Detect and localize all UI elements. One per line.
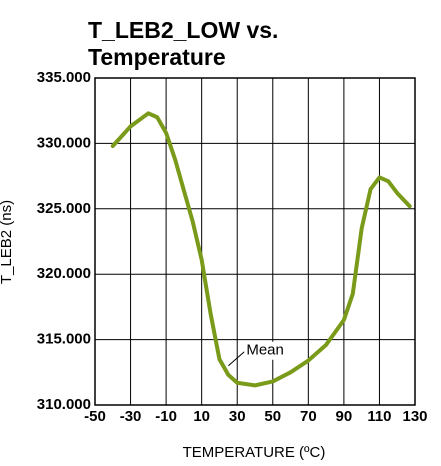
x-tick-label: 130 xyxy=(402,408,427,425)
x-tick-label: -50 xyxy=(84,408,106,425)
x-tick-label: -30 xyxy=(120,408,142,425)
chart-title: Temperature xyxy=(88,44,226,70)
annotation-leader xyxy=(228,351,245,367)
data-line xyxy=(110,111,412,388)
x-tick-label: 110 xyxy=(367,408,391,425)
x-tick-label: 90 xyxy=(336,408,353,425)
x-tick-label: -10 xyxy=(155,408,177,425)
y-tick-label: 330.000 xyxy=(37,134,91,151)
annotation: Mean xyxy=(246,342,284,359)
y-tick-label: 335.000 xyxy=(37,69,91,86)
x-tick-label: 50 xyxy=(264,408,281,425)
y-tick-label: 315.000 xyxy=(37,331,91,348)
y-tick-label: 310.000 xyxy=(37,396,91,413)
y-tick-label: 325.000 xyxy=(37,200,91,217)
annotation-bg xyxy=(244,341,287,360)
chart-title: T_LEB2_LOW vs. xyxy=(88,17,278,43)
x-tick-label: 10 xyxy=(193,408,210,425)
y-tick-label: 320.000 xyxy=(37,265,91,282)
x-axis-label: TEMPERATURE (ºC) xyxy=(183,444,326,461)
x-tick-label: 70 xyxy=(300,408,317,425)
x-tick-label: 30 xyxy=(229,408,246,425)
y-axis-label: T_LEB2 (ns) xyxy=(0,200,15,284)
